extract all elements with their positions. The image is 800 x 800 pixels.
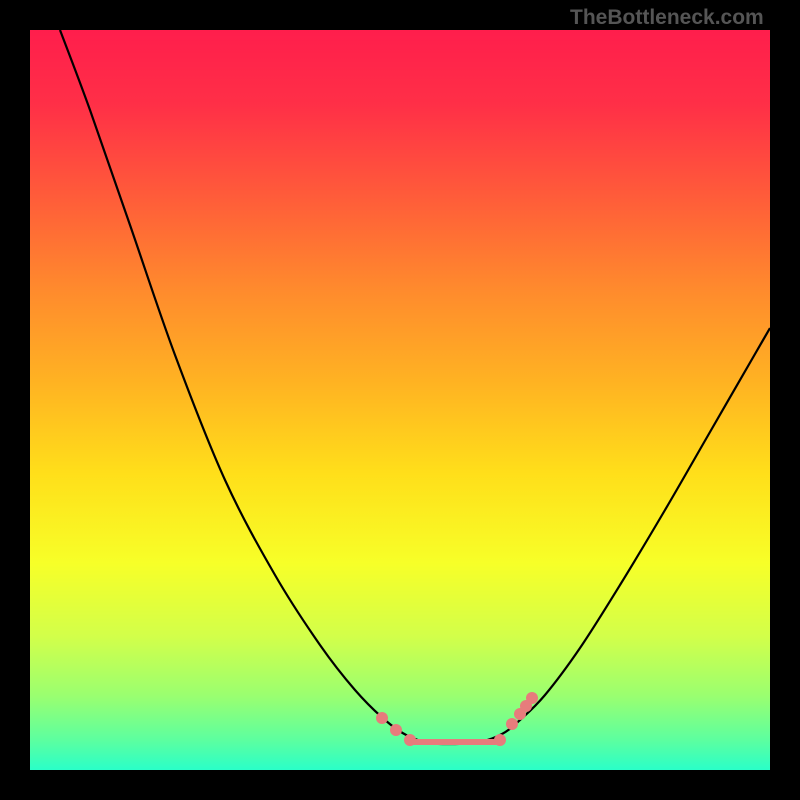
optimal-range-dot [526, 692, 538, 704]
plot-area [30, 30, 770, 770]
optimal-range-dot [494, 734, 506, 746]
optimal-range-dot [376, 712, 388, 724]
chart-canvas: TheBottleneck.com [0, 0, 800, 800]
optimal-range-dot [506, 718, 518, 730]
attribution-watermark: TheBottleneck.com [570, 6, 764, 30]
optimal-range-dot [390, 724, 402, 736]
gradient-background [30, 30, 770, 770]
optimal-range-dot [404, 734, 416, 746]
